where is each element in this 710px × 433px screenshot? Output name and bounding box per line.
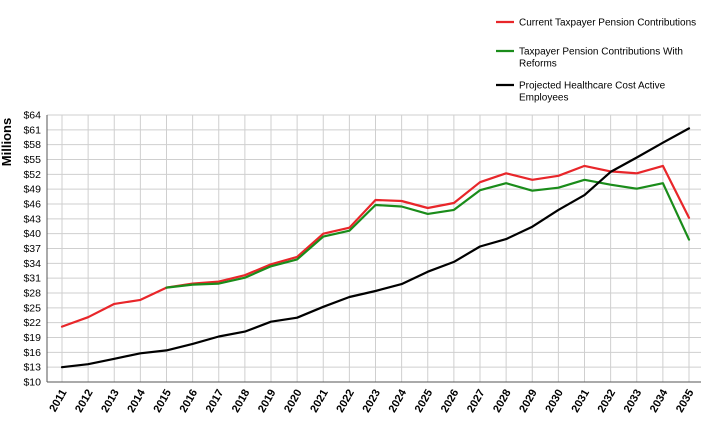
y-tick-label: $13 (23, 362, 41, 374)
y-tick-label: $10 (23, 377, 41, 389)
gridlines (47, 114, 701, 383)
y-tick-label: $25 (23, 302, 41, 314)
y-tick-label: $61 (23, 124, 41, 136)
y-axis-title: Millions (0, 118, 14, 166)
y-tick-label: $19 (23, 332, 41, 344)
x-tick-label: 2030 (543, 388, 566, 415)
x-tick-label: 2034 (648, 387, 671, 415)
legend-item-3: Projected Healthcare Cost Active Employee… (496, 81, 666, 104)
legend-label: Projected Healthcare Cost Active Employee… (519, 81, 666, 104)
x-tick-label: 2035 (674, 388, 697, 415)
x-tick-label: 2027 (465, 388, 488, 415)
y-tick-label: $16 (23, 347, 41, 359)
y-tick-label: $28 (23, 288, 41, 300)
y-tick-label: $55 (23, 154, 41, 166)
legend-item-2: Taxpayer Pension Contributions With Refor… (496, 47, 683, 70)
y-tick-label: $52 (23, 169, 41, 181)
legend-item-1: Current Taxpayer Pension Contributions (496, 18, 696, 29)
x-tick-label: 2025 (413, 388, 436, 415)
y-tick-labels: $10 $13 $16 $19 $22 $25 $28 $31 $34 $37 $40 $43 $46 $… (23, 110, 41, 389)
y-tick-label: $64 (23, 110, 41, 122)
y-tick-label: $40 (23, 228, 41, 240)
y-tick-label: $43 (23, 213, 41, 225)
x-tick-label: 2020 (282, 388, 305, 415)
x-tick-label: 2018 (230, 388, 253, 415)
legend-label: Current Taxpayer Pension Contributions (519, 18, 696, 29)
series-line-2 (165, 178, 691, 289)
x-tick-label: 2021 (308, 388, 331, 415)
legend-label: Taxpayer Pension Contributions With Refor… (519, 47, 683, 70)
axes (46, 115, 701, 383)
x-tick-label: 2032 (596, 388, 619, 415)
y-tick-label: $49 (23, 184, 41, 196)
series-lines (60, 127, 691, 369)
y-tick-label: $37 (23, 243, 41, 255)
x-tick-label: 2019 (256, 388, 279, 415)
y-tick-label: $31 (23, 273, 41, 285)
x-tick-label: 2013 (99, 388, 122, 415)
legend: Current Taxpayer Pension Contributions Ta… (496, 18, 696, 104)
x-tick-label: 2016 (178, 388, 201, 415)
y-tick-label: $34 (23, 258, 41, 270)
x-tick-label: 2015 (151, 388, 174, 415)
y-tick-label: $22 (23, 317, 41, 329)
x-tick-label: 2024 (387, 387, 410, 415)
x-tick-label: 2026 (439, 388, 462, 415)
x-tick-labels: 2011 2012 2013 2014 2015 2016 2017 2018 2019 2020… (47, 387, 696, 415)
x-tick-label: 2012 (73, 388, 96, 415)
x-tick-label: 2011 (47, 388, 69, 415)
series-line-3 (60, 127, 691, 369)
x-tick-label: 2031 (569, 388, 592, 415)
x-tick-label: 2033 (622, 388, 645, 415)
y-tick-label: $58 (23, 139, 41, 151)
x-tick-label: 2017 (204, 388, 227, 415)
x-tick-label: 2022 (334, 388, 357, 415)
x-tick-label: 2028 (491, 388, 514, 415)
x-tick-label: 2014 (125, 387, 148, 415)
y-tick-label: $46 (23, 199, 41, 211)
x-tick-label: 2029 (517, 388, 540, 415)
x-tick-label: 2023 (360, 388, 383, 415)
